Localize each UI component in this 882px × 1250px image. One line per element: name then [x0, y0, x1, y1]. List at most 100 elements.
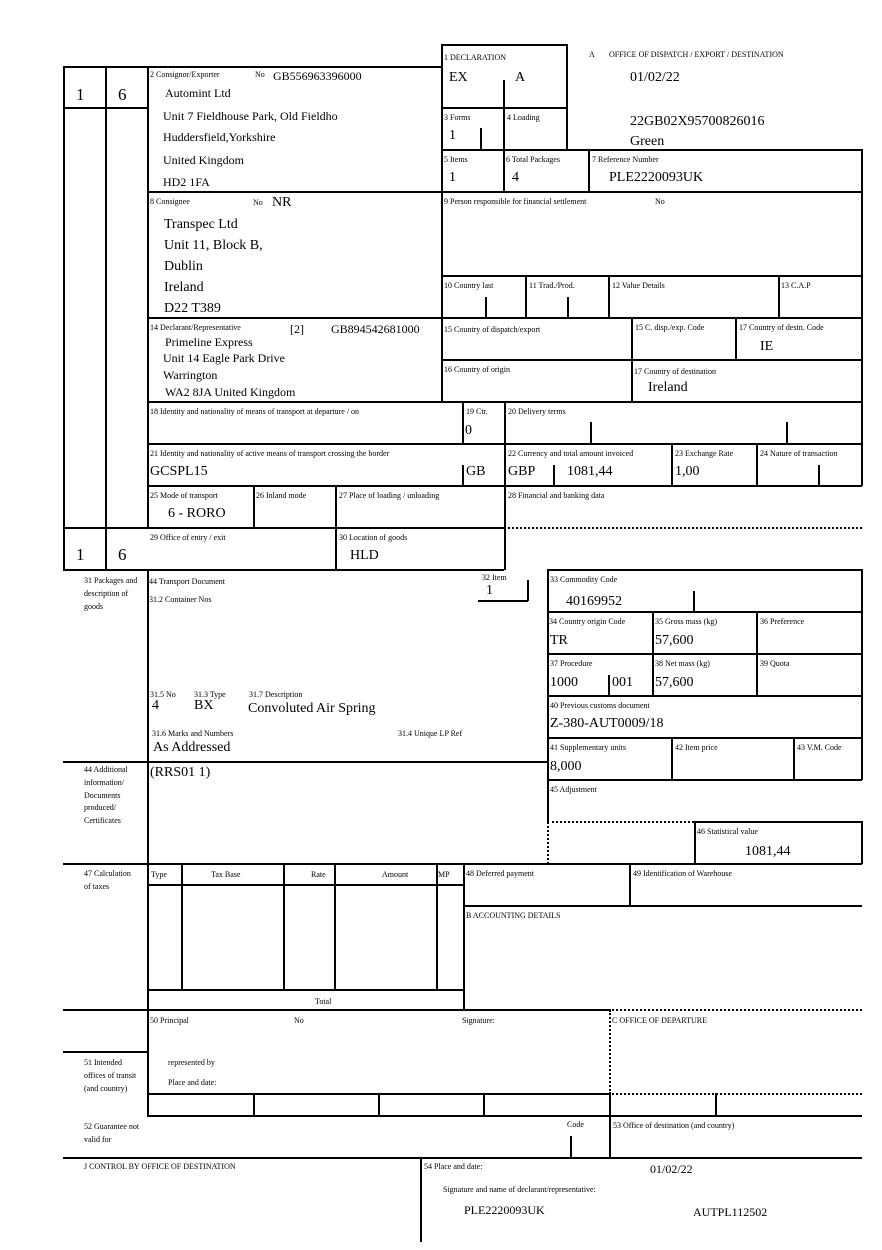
control-label: J CONTROL BY OFFICE OF DESTINATION: [84, 1162, 236, 1171]
country-last-label: 10 Country last: [444, 281, 494, 290]
declarant-signature: AUTPL112502: [693, 1205, 768, 1219]
package-type: BX: [194, 698, 214, 713]
consignor-label: 2 Consignor/Exporter: [150, 70, 220, 79]
unique-lp-label: 31.4 Unique LP Ref: [398, 729, 463, 738]
principal-label: 50 Principal: [150, 1016, 189, 1025]
office-departure-label: C OFFICE OF DEPARTURE: [612, 1016, 708, 1025]
consignor-no: GB556963396000: [273, 69, 362, 83]
transport-mode: 6 - RORO: [168, 506, 226, 521]
border-transport-label: 21 Identity and nationality of active me…: [150, 449, 390, 458]
border-transport-nationality: GB: [466, 464, 486, 479]
deferred-payment-label: 48 Deferred payment: [466, 869, 534, 878]
package-no-label: 31.5 No: [150, 690, 176, 699]
tax-total-label: Total: [315, 997, 332, 1006]
declarant-no: GB894542681000: [331, 322, 420, 336]
gross-mass-label: 35 Gross mass (kg): [655, 617, 717, 626]
item-price-label: 42 Item price: [675, 743, 718, 752]
transaction-nature-label: 24 Nature of transaction: [760, 449, 838, 458]
office-destination-label: 53 Office of destination (and country): [613, 1121, 735, 1130]
statistical-value: 1081,44: [745, 844, 791, 859]
statistical-value-label: 46 Statistical value: [697, 827, 758, 836]
consignee-line: Transpec Ltd: [164, 217, 238, 232]
financial-person-label: 9 Person responsible for financial settl…: [444, 197, 587, 206]
transport-departure-label: 18 Identity and nationality of means of …: [150, 407, 360, 416]
items-value: 1: [449, 170, 456, 185]
adjustment-label: 45 Adjustment: [550, 785, 597, 794]
transit-offices-label: 51 Intended offices of transit (and coun…: [84, 1058, 137, 1093]
previous-document-label: 40 Previous customs document: [550, 701, 650, 710]
procedure-label: 37 Procedure: [550, 659, 593, 668]
additional-info-label: 44 Additional information/ Documents pro…: [84, 765, 128, 826]
container-value: 0: [465, 423, 472, 438]
gross-mass: 57,600: [655, 633, 694, 648]
procedure-additional: 001: [612, 675, 633, 690]
declarant-line: Unit 14 Eagle Park Drive: [163, 351, 285, 365]
item-value: 1: [486, 583, 493, 598]
items-label: 5 Items: [444, 155, 468, 164]
taxes-label: 47 Calculation of taxes: [84, 869, 131, 891]
supplementary-units: 8,000: [550, 759, 582, 774]
represented-by-label: represented by: [168, 1058, 215, 1067]
declaration-label: 1 DECLARATION: [444, 53, 506, 62]
currency-label: 22 Currency and total amount invoiced: [508, 449, 634, 458]
consignee-line: Dublin: [164, 259, 203, 274]
dispatch-code-label: 15 C. disp./exp. Code: [635, 323, 705, 332]
supplementary-units-label: 41 Supplementary units: [550, 743, 626, 752]
destination-code-label: 17 Country of destn. Code: [739, 323, 824, 332]
place-date-label: Place and date:: [168, 1078, 217, 1087]
transport-mode-label: 25 Mode of transport: [150, 491, 218, 500]
quota-label: 39 Quota: [760, 659, 790, 668]
delivery-terms-label: 20 Delivery terms: [508, 407, 566, 416]
signature-name-label: Signature and name of declarant/represen…: [443, 1185, 596, 1194]
principal-no-label: No: [294, 1016, 304, 1025]
office-title: OFFICE OF DISPATCH / EXPORT / DESTINATIO…: [609, 50, 784, 59]
consignee-line: Unit 11, Block B,: [164, 238, 263, 253]
accounting-details-label: B ACCOUNTING DETAILS: [466, 911, 561, 920]
commodity-code: 40169952: [566, 594, 622, 609]
consignor-line: Automint Ltd: [165, 86, 231, 100]
inland-mode-label: 26 Inland mode: [256, 491, 307, 500]
preference-label: 36 Preference: [760, 617, 805, 626]
consignor-line: Unit 7 Fieldhouse Park, Old Fieldho: [163, 109, 338, 123]
tax-col-type: Type: [151, 870, 167, 879]
description: Convoluted Air Spring: [248, 701, 376, 716]
packages-description-label: 31 Packages and description of goods: [84, 576, 138, 611]
border-transport-value: GCSPL15: [150, 464, 208, 479]
declarant-line: Warrington: [163, 368, 218, 382]
declaration-subtype: A: [515, 70, 526, 85]
invoice-amount: 1081,44: [567, 464, 613, 479]
package-no: 4: [152, 698, 159, 713]
destination-country-label: 17 Country of destination: [634, 367, 716, 376]
consignee-no: NR: [272, 195, 292, 210]
consignee-no-label: No: [253, 198, 263, 207]
declarant-line: WA2 8JA United Kingdom: [165, 385, 296, 399]
consignor-line: Huddersfield,Yorkshire: [163, 130, 276, 144]
declarant-line: Primeline Express: [165, 335, 253, 349]
declarant-code: [2]: [290, 322, 304, 336]
destination-country: Ireland: [648, 380, 688, 395]
consignor-no-label: No: [255, 70, 265, 79]
goods-location-label: 30 Location of goods: [339, 533, 408, 542]
declaration-type: EX: [449, 70, 468, 85]
financial-data-label: 28 Financial and banking data: [508, 491, 605, 500]
loading-label: 4 Loading: [507, 113, 540, 122]
marks-label: 31.6 Marks and Numbers: [152, 729, 234, 738]
procedure: 1000: [550, 675, 578, 690]
header-date: 01/02/22: [630, 70, 680, 85]
vm-code-label: 43 V.M. Code: [797, 743, 842, 752]
origin-code-label: 34 Country origin Code: [549, 617, 626, 626]
item-label: 32 Item: [482, 573, 507, 582]
consignee-line: Ireland: [164, 280, 204, 295]
goods-location: HLD: [350, 548, 379, 563]
reference-label: 7 Reference Number: [592, 155, 659, 164]
tax-col-base: Tax Base: [211, 870, 241, 879]
dispatch-country-label: 15 Country of dispatch/export: [444, 325, 541, 334]
office-entry-label: 29 Office of entry / exit: [150, 533, 226, 542]
packages-label: 6 Total Packages: [506, 155, 560, 164]
loading-place-label: 27 Place of loading / unloading: [339, 491, 440, 500]
place-date-54: 01/02/22: [650, 1162, 693, 1176]
tax-col-mp: MP: [438, 870, 450, 879]
consignee-label: 8 Consignee: [150, 197, 190, 206]
consignee-line: D22 T389: [164, 301, 221, 316]
mrn: 22GB02X95700826016: [630, 114, 765, 129]
